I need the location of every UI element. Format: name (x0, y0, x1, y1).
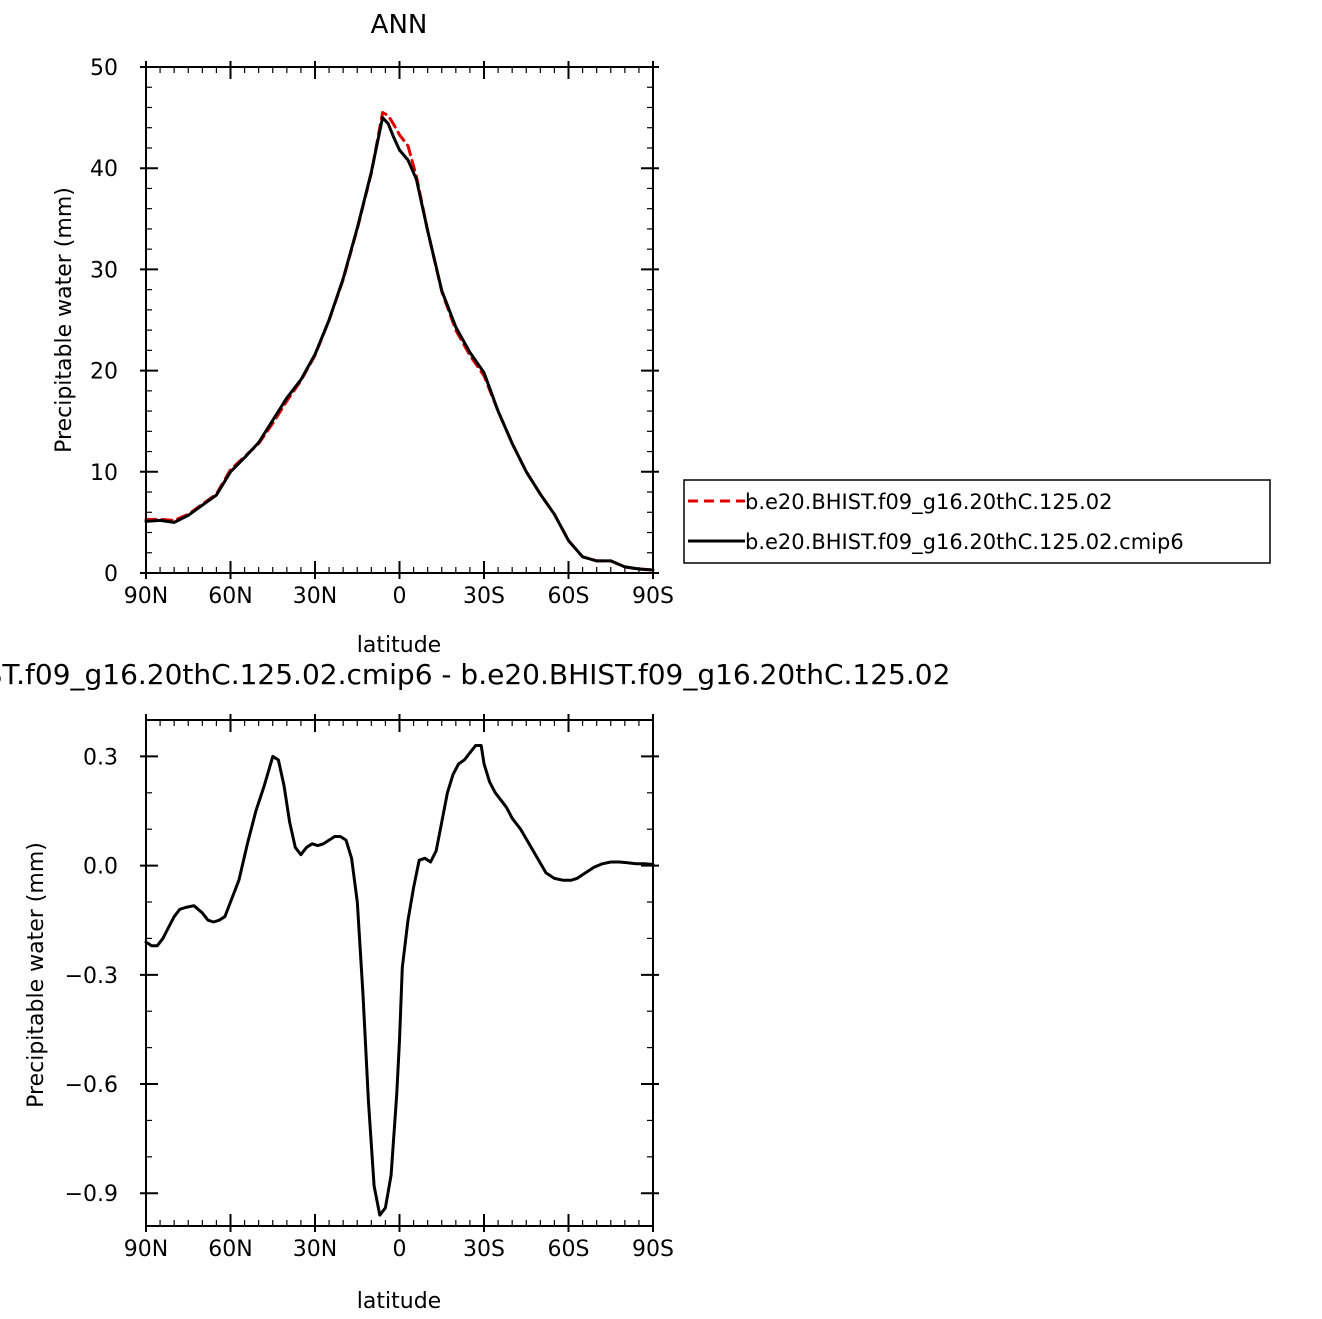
bottom-panel: b.e20.BHIST.f09_g16.20thC.125.02.cmip6 -… (0, 658, 950, 1314)
legend: b.e20.BHIST.f09_g16.20thC.125.02 b.e20.B… (683, 479, 1271, 564)
top-y-tick-label: 30 (90, 258, 118, 283)
bot-x-tick-label: 30S (463, 1237, 505, 1262)
top-x-tick-label: 60N (208, 584, 252, 609)
top-x-tick-label: 90N (124, 584, 168, 609)
bot-y-tick-label: −0.9 (65, 1182, 118, 1207)
top-y-tick-label: 40 (90, 157, 118, 182)
bot-x-tick-label: 60S (548, 1237, 590, 1262)
bottom-x-axis-label: latitude (357, 1289, 441, 1314)
bottom-y-axis-label: Precipitable water (mm) (24, 842, 49, 1108)
bot-x-tick-label: 0 (393, 1237, 407, 1262)
bot-series-line-1 (144, 744, 655, 1217)
top-title: ANN (371, 10, 428, 40)
top-y-axis-label: Precipitable water (mm) (52, 187, 77, 453)
top-x-tick-label: 30S (463, 584, 505, 609)
top-x-tick-label: 0 (393, 584, 407, 609)
top-y-tick-label: 0 (104, 562, 118, 587)
bot-x-tick-label: 30N (293, 1237, 337, 1262)
bottom-series-group (144, 744, 655, 1217)
bot-y-tick-label: 0.3 (83, 745, 118, 770)
top-y-tick-label: 10 (90, 461, 118, 486)
bot-y-tick-label: 0.0 (83, 855, 118, 880)
top-x-tick-label: 60S (548, 584, 590, 609)
top-series-line-2 (144, 116, 655, 572)
top-plot-frame (145, 66, 654, 574)
top-series-group (144, 111, 655, 572)
top-panel: ANN 90N 60N 30N 0 30S 60S 90S 0 10 20 30 40 50 latit… (52, 10, 674, 658)
top-series-line-1 (144, 111, 655, 572)
legend-entry-1: b.e20.BHIST.f09_g16.20thC.125.02 (745, 490, 1112, 515)
top-x-tick-label: 90S (632, 584, 674, 609)
top-x-tick-label: 30N (293, 584, 337, 609)
bottom-title: b.e20.BHIST.f09_g16.20thC.125.02.cmip6 -… (0, 658, 950, 691)
bot-y-tick-label: −0.6 (65, 1073, 118, 1098)
top-x-axis-label: latitude (357, 633, 441, 658)
bot-x-tick-label: 60N (208, 1237, 252, 1262)
bot-x-tick-label: 90S (632, 1237, 674, 1262)
legend-box (683, 479, 1271, 564)
bottom-plot-frame (145, 719, 654, 1227)
bot-y-tick-label: −0.3 (65, 964, 118, 989)
bot-x-tick-label: 90N (124, 1237, 168, 1262)
top-y-tick-label: 50 (90, 56, 118, 81)
legend-entry-2: b.e20.BHIST.f09_g16.20thC.125.02.cmip6 (745, 530, 1184, 555)
top-y-tick-label: 20 (90, 360, 118, 385)
